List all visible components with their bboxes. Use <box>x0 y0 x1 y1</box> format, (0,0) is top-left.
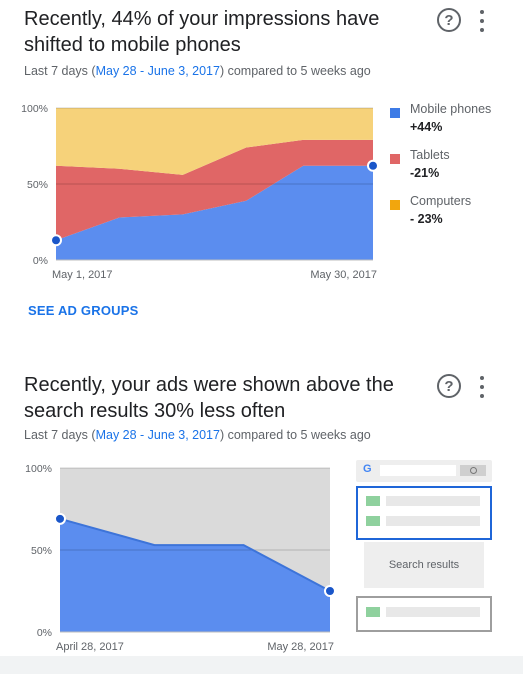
chart2-y-tick-label: 0% <box>37 627 52 639</box>
chart1-y-tick-label: 50% <box>27 179 48 191</box>
chart1-y-tick-label: 100% <box>21 103 48 115</box>
legend-name: Tablets <box>410 148 450 162</box>
chart1-data-point-marker[interactable] <box>50 234 62 247</box>
insight-card-device-shift: Recently, 44% of your impressions have s… <box>21 8 492 318</box>
chart2-y-tick-label: 100% <box>25 463 52 475</box>
footer-band <box>0 656 523 674</box>
subtitle-suffix: ) compared to 5 weeks ago <box>219 64 371 78</box>
chart1-x-tick-label: May 1, 2017 <box>52 269 113 281</box>
chart1-area-tablets <box>56 139 373 241</box>
date-range-link[interactable]: May 28 - June 3, 2017 <box>95 428 220 442</box>
bottom-ads-block <box>356 596 492 632</box>
date-range-link[interactable]: May 28 - June 3, 2017 <box>95 64 220 78</box>
chart1-area-mobile-phones <box>56 165 373 260</box>
legend-swatch <box>390 154 400 164</box>
legend-change: - 23% <box>410 212 443 226</box>
subtitle-suffix: ) compared to 5 weeks ago <box>219 428 371 442</box>
search-icon <box>460 465 486 476</box>
chart1-x-tick-label: May 30, 2017 <box>310 269 377 281</box>
legend-change: +44% <box>410 120 443 134</box>
card-title: Recently, your ads were shown above the … <box>24 374 394 422</box>
chart2-x-tick-label: May 28, 2017 <box>267 641 334 653</box>
chart1-data-point-marker[interactable] <box>367 159 379 172</box>
chart2-area-series-0 <box>60 518 330 632</box>
chart1-area-computers <box>56 108 373 175</box>
chart2-x-tick-label: April 28, 2017 <box>56 641 124 653</box>
more-vert-icon[interactable] <box>478 376 486 398</box>
help-circle-icon[interactable]: ? <box>437 8 461 32</box>
insight-card-top-position: Recently, your ads were shown above the … <box>0 360 523 660</box>
search-bar: G <box>356 460 492 482</box>
legend-swatch <box>390 108 400 118</box>
search-results-illustration: G Search results <box>356 460 492 632</box>
google-logo: G <box>363 463 372 475</box>
legend-change: -21% <box>410 166 440 180</box>
chart2-data-point-marker[interactable] <box>54 512 66 525</box>
subtitle-prefix: Last 7 days ( <box>24 64 96 78</box>
search-box <box>380 465 456 476</box>
subtitle-prefix: Last 7 days ( <box>24 428 96 442</box>
chart1-y-tick-label: 0% <box>33 255 48 267</box>
legend-name: Mobile phones <box>410 102 492 116</box>
top-ads-block <box>356 486 492 540</box>
date-range-subtitle: Last 7 days (May 28 - June 3, 2017) comp… <box>24 64 371 78</box>
legend-swatch <box>390 200 400 210</box>
chart2-data-point-marker[interactable] <box>324 585 336 597</box>
date-range-subtitle: Last 7 days (May 28 - June 3, 2017) comp… <box>24 428 371 442</box>
see-ad-groups-button[interactable]: SEE AD GROUPS <box>28 303 139 318</box>
help-circle-icon[interactable]: ? <box>437 374 461 398</box>
card-title: Recently, 44% of your impressions have s… <box>24 8 380 56</box>
more-vert-icon[interactable] <box>478 10 486 32</box>
chart2-series-line <box>59 517 331 592</box>
chart2-y-tick-label: 50% <box>31 545 52 557</box>
top-position-area-chart: 100% 50% 0% April 28, 2017 May 28, 2017 <box>25 463 336 653</box>
search-results-block: Search results <box>364 542 484 588</box>
legend-name: Computers <box>410 194 472 208</box>
device-share-area-chart: 100% 50% 0% May 1, 2017 May 30, 2017 <box>21 103 379 281</box>
